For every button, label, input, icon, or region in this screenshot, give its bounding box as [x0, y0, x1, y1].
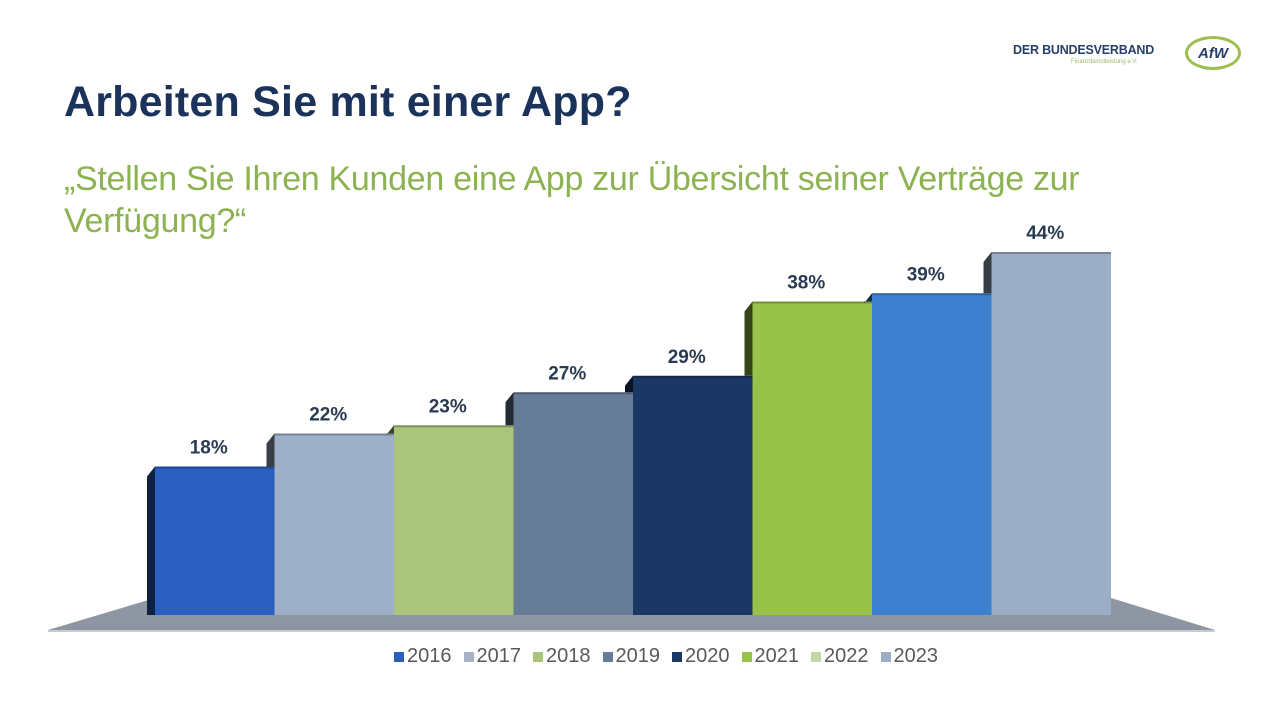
data-label-2019: 27%: [548, 363, 586, 384]
legend-swatch-icon: [811, 651, 821, 662]
legend-item-2021: 2021: [741, 645, 800, 668]
logo-mark-icon: AfW: [1185, 36, 1241, 70]
bar-2021: [752, 303, 872, 615]
bar-2019: [513, 394, 633, 615]
bar-2022: [872, 295, 992, 615]
legend-item-2019: 2019: [602, 645, 661, 668]
bar-side-2016: [147, 466, 155, 615]
bar-top-2021: [752, 301, 872, 305]
data-label-2016: 18%: [190, 438, 228, 459]
bar-side-2022: [864, 293, 872, 304]
bar-top-2020: [633, 375, 753, 379]
legend-item-2018: 2018: [533, 645, 591, 668]
legend-label: 2018: [546, 645, 591, 667]
legend-label: 2017: [476, 645, 522, 667]
legend-item-2020: 2020: [672, 645, 730, 668]
logo-name: DER BUNDESVERBAND: [1013, 43, 1155, 57]
legend-item-2017: 2017: [463, 645, 522, 668]
data-label-2023: 44%: [1026, 223, 1064, 244]
question-subtitle: „Stellen Sie Ihren Kunden eine App zur Ü…: [64, 160, 1080, 240]
bar-2017: [274, 435, 394, 615]
legend-label: 2022: [824, 645, 869, 667]
legend-swatch-icon: [533, 651, 543, 662]
legend-swatch-icon: [672, 651, 682, 662]
page-title: Arbeiten Sie mit einer App?: [64, 78, 632, 126]
data-label-2018: 23%: [429, 396, 467, 417]
bar-side-2021: [744, 301, 753, 376]
legend-item-2022: 2022: [811, 645, 869, 668]
bar-2018: [394, 427, 514, 615]
legend-swatch-icon: [741, 651, 752, 662]
legend-label: 2019: [615, 645, 661, 667]
bar-top-2017: [274, 433, 394, 437]
chart-legend: 2016 2017 2018 2019 2020 2021 2022 2023: [394, 645, 938, 668]
bar-top-2019: [513, 392, 633, 396]
bar-top-2016: [155, 466, 275, 470]
legend-label: 2023: [893, 645, 939, 667]
data-label-2022: 39%: [907, 264, 945, 285]
legend-swatch-icon: [394, 651, 404, 662]
bar-side-2019: [505, 392, 514, 426]
logo-tagline: Finanzdienstleistung e.V.: [1071, 59, 1138, 65]
afw-logo: DER BUNDESVERBAND Finanzdienstleistung e…: [1013, 36, 1248, 76]
bar-top-2022: [872, 293, 992, 297]
bar-2020: [633, 377, 753, 615]
legend-label: 2016: [407, 645, 452, 667]
bar-side-2017: [266, 433, 275, 467]
legend-swatch-icon: [463, 651, 474, 662]
legend-label: 2020: [685, 645, 730, 667]
bar-top-2023: [991, 252, 1111, 255]
legend-swatch-icon: [880, 651, 891, 662]
data-label-2020: 29%: [668, 347, 706, 368]
data-label-2017: 22%: [309, 405, 347, 426]
bar-2023: [991, 254, 1111, 615]
data-label-2021: 38%: [787, 273, 825, 294]
legend-item-2016: 2016: [394, 645, 452, 668]
legend-swatch-icon: [602, 651, 613, 662]
bar-top-2018: [394, 425, 514, 429]
chart-floor-edge: [48, 630, 1215, 632]
bar-side-2020: [625, 375, 633, 393]
legend-label: 2021: [754, 645, 800, 667]
bar-side-2023: [983, 252, 992, 294]
bar-side-2018: [386, 425, 394, 436]
bar-2016: [155, 468, 275, 615]
legend-item-2023: 2023: [880, 645, 939, 668]
